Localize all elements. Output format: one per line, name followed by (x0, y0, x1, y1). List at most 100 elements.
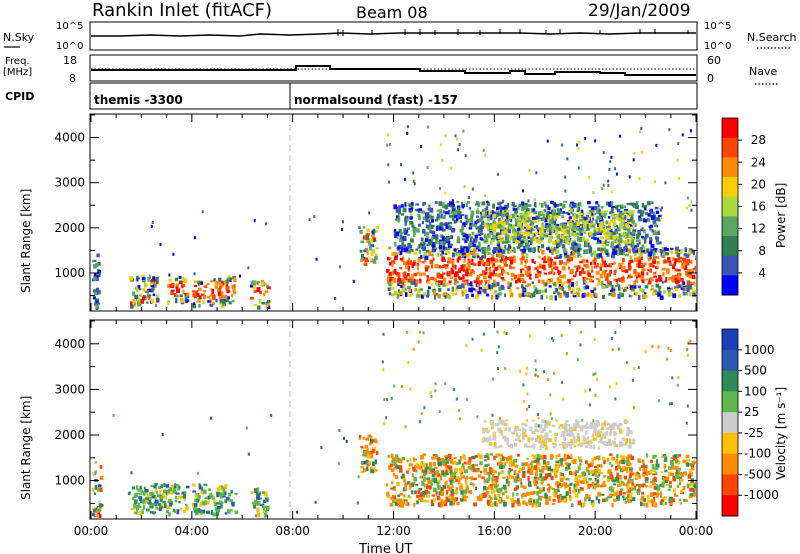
echo-cell (602, 432, 606, 438)
echo-cell (521, 219, 524, 223)
echo-cell (591, 472, 595, 476)
echo-cell (559, 458, 564, 462)
echo-cell (583, 292, 586, 296)
echo-cell (215, 280, 219, 285)
echo-cell (673, 456, 677, 461)
echo-cell (498, 217, 501, 221)
echo-cell (671, 278, 675, 282)
echo-cell (541, 480, 544, 483)
echo-cell (583, 264, 587, 267)
echo-cell (503, 484, 507, 489)
cpid-mode-1: themis -3300 (94, 93, 183, 107)
echo-cell (573, 230, 576, 234)
echo-cell (519, 258, 522, 261)
echo-cell (610, 234, 614, 240)
echo-cell (402, 272, 406, 278)
echo-cell (559, 486, 563, 489)
echo-cell (428, 479, 432, 483)
echo-cell (514, 214, 517, 218)
echo-cell (517, 217, 521, 222)
echo-cell (645, 502, 649, 508)
echo-cell (510, 468, 513, 471)
echo-cell (591, 259, 595, 263)
echo-cell (334, 297, 337, 300)
echo-cell (439, 475, 443, 481)
echo-cell (434, 382, 437, 386)
x-tick-label: 04:00 (175, 524, 210, 538)
echo-cell (412, 347, 415, 351)
echo-cell (422, 216, 426, 220)
echo-cell (613, 239, 616, 242)
echo-cell (619, 429, 623, 434)
echo-cell (632, 438, 636, 444)
echo-cell (387, 180, 390, 184)
echo-cell (419, 493, 424, 497)
echo-cell (462, 222, 466, 228)
echo-cell (456, 285, 460, 289)
echo-cell (621, 270, 625, 273)
echo-cell (610, 201, 613, 206)
echo-cell (539, 211, 543, 217)
echo-cell (593, 456, 597, 461)
echo-cell (509, 455, 513, 460)
echo-cell (457, 268, 461, 271)
echo-cell (373, 470, 377, 473)
echo-cell (155, 276, 159, 281)
echo-cell (481, 249, 485, 254)
echo-cell (444, 382, 447, 386)
echo-cell (400, 284, 403, 288)
echo-cell (547, 258, 551, 263)
echo-cell (220, 485, 224, 490)
echo-cell (535, 238, 540, 243)
echo-cell (568, 266, 570, 270)
echo-cell (522, 400, 525, 404)
echo-cell (531, 454, 535, 457)
echo-cell (652, 230, 657, 236)
echo-cell (412, 261, 416, 266)
echo-cell (437, 283, 441, 287)
echo-cell (588, 245, 592, 248)
colorbar-tick-label: 12 (751, 222, 766, 236)
echo-cell (404, 215, 409, 221)
echo-cell (608, 385, 611, 389)
echo-cell (510, 443, 514, 449)
echo-cell (444, 222, 448, 225)
echo-cell (582, 230, 587, 233)
echo-cell (459, 230, 463, 233)
echo-cell (391, 280, 394, 285)
echo-cell (599, 472, 603, 475)
echo-cell (617, 293, 621, 299)
echo-cell (449, 201, 453, 206)
echo-cell (550, 278, 553, 282)
echo-cell (683, 264, 687, 268)
echo-cell (563, 248, 567, 254)
echo-cell (168, 278, 172, 282)
echo-cell (395, 231, 400, 237)
echo-cell (638, 458, 641, 463)
echo-cell (565, 466, 568, 470)
echo-cell (481, 494, 484, 498)
echo-cell (576, 287, 580, 291)
echo-cell (616, 240, 619, 244)
echo-cell (482, 332, 485, 336)
echo-cell (565, 227, 570, 231)
echo-cell (587, 200, 591, 205)
echo-cell (613, 278, 617, 281)
echo-cell (649, 248, 653, 252)
echo-cell (535, 477, 540, 481)
echo-cell (408, 204, 413, 208)
echo-cell (508, 463, 512, 467)
echo-cell (672, 488, 676, 493)
echo-cell (426, 243, 430, 246)
echo-cell (92, 471, 96, 477)
echo-cell (509, 264, 512, 270)
echo-cell (499, 220, 504, 224)
echo-cell (652, 478, 655, 483)
echo-cell (210, 494, 214, 499)
echo-cell (621, 219, 625, 223)
echo-cell (678, 293, 681, 298)
echo-cell (474, 220, 478, 225)
echo-cell (561, 425, 565, 430)
echo-cell (637, 233, 641, 237)
colorbar-swatch (722, 137, 738, 158)
